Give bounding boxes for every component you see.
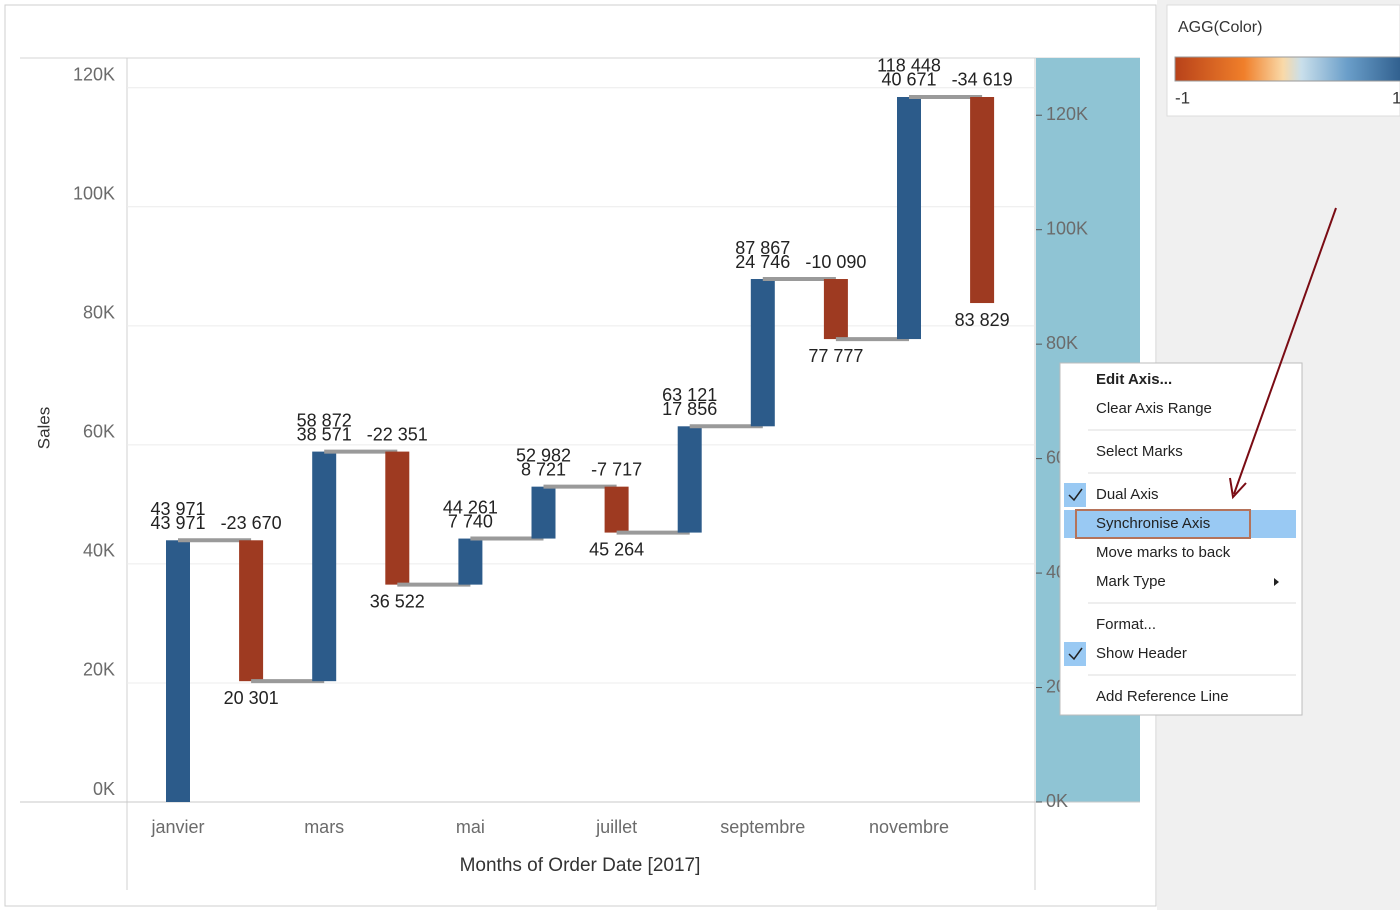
value-label: 17 856 (662, 399, 717, 419)
x-tick-label: janvier (150, 817, 204, 837)
check-box (1064, 642, 1086, 666)
bar (458, 538, 483, 585)
menu-label: Select Marks (1096, 443, 1183, 460)
bar (750, 279, 775, 427)
total-label: 43 971 (150, 499, 205, 519)
y2-tick-label: 0K (1046, 791, 1068, 811)
bar (604, 486, 629, 533)
menu-label: Add Reference Line (1096, 688, 1229, 705)
menu-label: Dual Axis (1096, 486, 1159, 503)
x-tick-label: novembre (869, 817, 949, 837)
y-tick-label: 60K (83, 422, 115, 442)
bar (239, 540, 264, 682)
bar (312, 451, 337, 682)
menu-item[interactable]: Add Reference Line (1096, 688, 1229, 705)
bar (531, 486, 556, 539)
x-tick-label: juillet (595, 817, 637, 837)
total-label: 83 829 (955, 310, 1010, 330)
menu-highlight (1064, 510, 1296, 538)
bar (897, 96, 921, 340)
y-tick-label: 20K (83, 660, 115, 680)
value-label: 24 746 (735, 252, 790, 272)
arrow-head (1229, 477, 1247, 500)
value-label: 8 721 (521, 459, 566, 479)
worksheet (4, 4, 1157, 907)
menu-item: Clear Axis Range (1096, 400, 1212, 417)
menu-label: Format... (1096, 616, 1156, 633)
value-label: -10 090 (805, 252, 866, 272)
menu-item[interactable]: Mark Type (1096, 573, 1279, 590)
total-label: 63 121 (662, 385, 717, 405)
y2-tick-label: 80K (1046, 333, 1078, 353)
menu-item[interactable]: Synchronise Axis (1064, 509, 1296, 539)
check-box (1064, 483, 1086, 507)
y-axis-title: Sales (34, 407, 53, 450)
menu-label: Edit Axis... (1096, 371, 1172, 388)
check-mark (1068, 488, 1083, 502)
menu-item[interactable]: Edit Axis... (1096, 371, 1172, 388)
menu-label: Clear Axis Range (1096, 400, 1212, 417)
bar (677, 426, 702, 533)
menu-item[interactable]: Move marks to back (1096, 544, 1231, 561)
value-label: -34 619 (952, 70, 1013, 90)
total-label: 52 982 (516, 445, 571, 465)
legend-gradient (1174, 56, 1400, 82)
total-label: 20 301 (224, 688, 279, 708)
plot: 0K20K40K60K80K100K120K0K20K40K60K80K100K… (73, 56, 1088, 837)
y-tick-label: 120K (73, 65, 115, 85)
menu-item[interactable]: Show Header (1064, 642, 1187, 666)
value-label: 7 740 (448, 511, 493, 531)
menu-item[interactable]: Select Marks (1096, 443, 1183, 460)
bar (385, 451, 410, 585)
annotation-arrow (1233, 207, 1337, 495)
submenu-arrow (1274, 578, 1279, 586)
menu-highlight-box (1075, 509, 1251, 539)
legend-title: AGG(Color) (1178, 19, 1262, 36)
total-label: 118 448 (877, 56, 941, 76)
y-tick-label: 100K (73, 184, 115, 204)
value-label: -22 351 (367, 424, 428, 444)
bar (970, 96, 995, 304)
total-label: 87 867 (735, 238, 790, 258)
y-tick-label: 0K (93, 779, 115, 799)
y2-tick-label: 120K (1046, 104, 1088, 124)
value-label: 38 571 (297, 424, 352, 444)
legend-max: 1 (1392, 88, 1400, 107)
check-mark (1068, 647, 1083, 661)
y2-tick-label: 100K (1046, 218, 1088, 238)
value-label: 40 671 (881, 70, 936, 90)
value-label: 43 971 (150, 513, 205, 533)
total-label: 77 777 (808, 346, 863, 366)
menu-label: Mark Type (1096, 573, 1166, 590)
total-label: 58 872 (297, 410, 352, 430)
menu-label: Synchronise Axis (1096, 515, 1210, 532)
total-label: 44 261 (443, 497, 498, 517)
total-label: 36 522 (370, 591, 425, 611)
y-tick-label: 80K (83, 303, 115, 323)
x-tick-label: mai (456, 817, 485, 837)
value-label: -23 670 (221, 513, 282, 533)
bar (823, 279, 848, 340)
menu-item[interactable]: Format... (1096, 616, 1156, 633)
x-tick-label: septembre (720, 817, 805, 837)
total-label: 45 264 (589, 539, 644, 559)
menu-label: Move marks to back (1096, 544, 1231, 561)
x-tick-label: mars (304, 817, 344, 837)
menu-label: Show Header (1096, 645, 1187, 662)
context-menu: Edit Axis... Clear Axis Range Select Marks… (1059, 362, 1303, 716)
x-axis-title: Months of Order Date [2017] (460, 855, 701, 876)
bar (166, 540, 190, 802)
menu-item[interactable]: Dual Axis (1064, 483, 1159, 507)
value-label: -7 717 (591, 459, 642, 479)
legend-min: -1 (1175, 88, 1190, 107)
y-tick-label: 40K (83, 541, 115, 561)
